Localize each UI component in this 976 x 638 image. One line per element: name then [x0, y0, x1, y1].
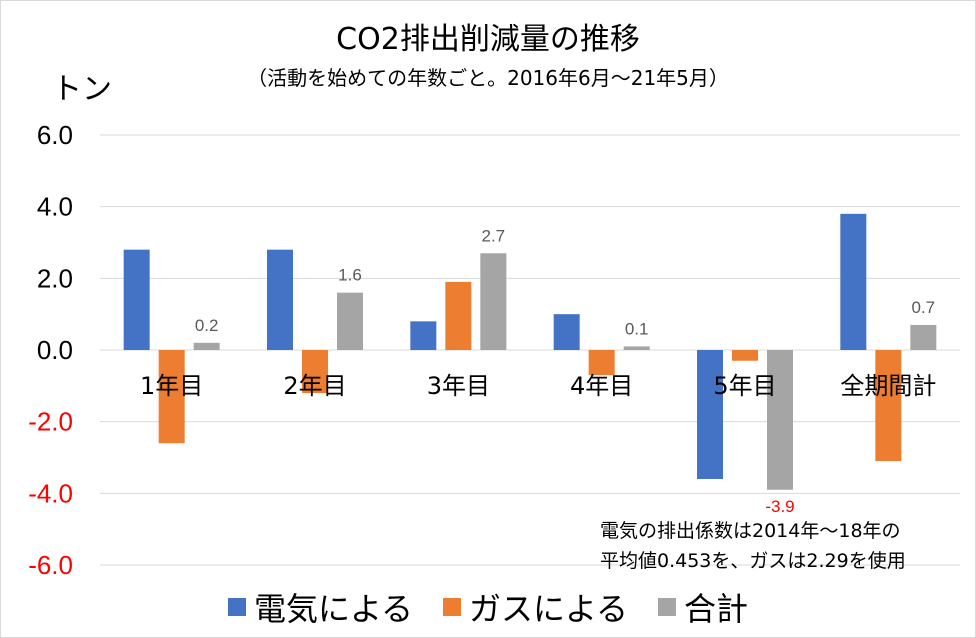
bar [410, 321, 437, 350]
chart-subtitle: （活動を始めての年数ごと。2016年6月～21年5月） [247, 66, 729, 90]
legend-swatch-total [658, 598, 677, 616]
y-tick-label: 2.0 [37, 263, 73, 293]
category-label: 3年目 [427, 372, 490, 400]
legend-item-total: 合計 [658, 584, 748, 630]
bar [158, 350, 185, 444]
data-label: 2.7 [482, 226, 506, 245]
y-tick-label: -6.0 [28, 550, 73, 580]
data-label: 0.2 [195, 316, 219, 335]
category-label: 2年目 [283, 372, 346, 400]
data-label: 0.7 [912, 298, 936, 317]
bar [910, 324, 937, 350]
legend: 電気による ガスによる 合計 [0, 584, 976, 630]
bar [480, 253, 507, 350]
y-axis-label: トン [52, 72, 112, 107]
y-tick-label: 0.0 [37, 335, 73, 365]
category-label: 5年目 [713, 372, 776, 400]
bar [875, 350, 902, 462]
bar [267, 249, 293, 350]
data-label: 0.1 [625, 319, 649, 338]
legend-label-gas: ガスによる [468, 590, 629, 628]
legend-item-electric: 電気による [227, 584, 413, 630]
bar [732, 350, 758, 361]
chart-note: 電気の排出係数は2014年～18年の 平均値0.453を、ガスは2.29を使用 [600, 516, 906, 576]
category-label: 全期間計 [840, 372, 936, 400]
note-line-1: 電気の排出係数は2014年～18年の [600, 520, 901, 542]
chart-title: CO2排出削減量の推移 [336, 22, 640, 57]
bar [193, 342, 220, 350]
bar [123, 249, 150, 350]
data-label: -3.9 [765, 497, 794, 516]
legend-label-total: 合計 [684, 590, 749, 628]
category-label: 1年目 [140, 372, 203, 400]
bar [337, 292, 363, 350]
bar [445, 281, 472, 350]
bar [697, 350, 723, 479]
y-tick-label: -4.0 [28, 478, 73, 508]
note-line-2: 平均値0.453を、ガスは2.29を使用 [600, 550, 906, 572]
legend-item-gas: ガスによる [442, 584, 629, 630]
bar [840, 213, 867, 350]
legend-swatch-gas [442, 598, 461, 616]
bar [588, 350, 615, 376]
legend-swatch-electric [227, 598, 246, 616]
bar [767, 350, 793, 490]
bar [623, 346, 650, 350]
bar [553, 314, 580, 350]
y-tick-label: 4.0 [37, 192, 73, 222]
data-label: 1.6 [338, 266, 362, 285]
y-tick-label: 6.0 [37, 120, 73, 150]
legend-label-electric: 電気による [253, 590, 413, 628]
bar [302, 350, 328, 393]
category-label: 4年目 [570, 372, 633, 400]
y-tick-label: -2.0 [28, 407, 73, 437]
